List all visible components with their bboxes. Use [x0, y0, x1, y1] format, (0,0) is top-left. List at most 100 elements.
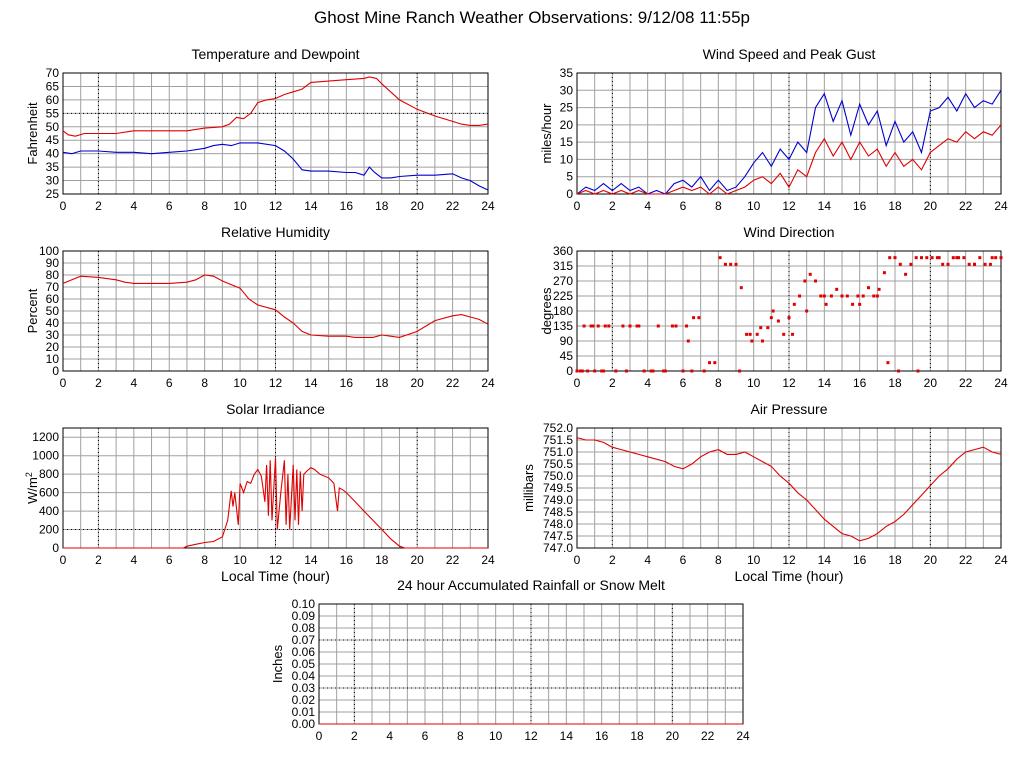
data-point — [776, 319, 780, 323]
x-tick-label: 24 — [481, 376, 495, 390]
data-point — [920, 256, 923, 260]
y-tick-label: 360 — [553, 244, 573, 258]
data-point — [755, 332, 759, 336]
x-tick-label: 10 — [233, 199, 247, 213]
x-tick-label: 2 — [609, 553, 616, 567]
y-tick-label: 750.5 — [543, 457, 573, 471]
y-tick-label: 750.0 — [543, 469, 573, 483]
y-tick-label: 0 — [566, 364, 573, 378]
y-tick-label: 70 — [46, 66, 60, 80]
y-tick-label: 749.5 — [543, 481, 573, 495]
y-tick-label: 752.0 — [543, 421, 573, 435]
y-tick-label: 1000 — [32, 449, 59, 463]
x-tick-label: 0 — [316, 729, 323, 743]
data-point — [814, 279, 817, 283]
x-tick-label: 14 — [304, 199, 318, 213]
x-tick-label: 2 — [95, 199, 102, 213]
data-point — [946, 262, 950, 266]
y-tick-label: 751.0 — [543, 445, 573, 459]
y-tick-label: 225 — [553, 289, 573, 303]
data-point — [656, 324, 660, 328]
x-tick-label: 2 — [609, 199, 616, 213]
y-tick-label: 30 — [46, 174, 60, 188]
data-point — [791, 332, 795, 336]
x-tick-label: 2 — [95, 553, 102, 567]
data-point — [651, 369, 655, 373]
y-tick-label: 800 — [39, 467, 59, 481]
x-tick-label: 6 — [166, 376, 173, 390]
x-tick-label: 8 — [457, 729, 464, 743]
data-point — [851, 302, 855, 306]
chart-title: Air Pressure — [750, 401, 827, 417]
x-tick-label: 0 — [574, 553, 581, 567]
x-tick-label: 4 — [130, 376, 137, 390]
y-tick-label: 0.04 — [292, 669, 316, 683]
y-tick-label: 80 — [46, 268, 60, 282]
y-axis-label: degrees — [539, 287, 554, 334]
x-tick-label: 18 — [630, 729, 644, 743]
data-point — [967, 262, 971, 266]
data-point — [734, 262, 738, 266]
x-tick-label: 16 — [340, 376, 354, 390]
y-tick-label: 5 — [566, 170, 573, 184]
data-point — [951, 256, 955, 260]
y-tick-label: 400 — [39, 504, 59, 518]
y-tick-label: 40 — [46, 147, 60, 161]
y-tick-label: 40 — [46, 316, 60, 330]
x-tick-label: 4 — [644, 199, 651, 213]
chart-rain: 0 2 4 6 8 10 12 14 16 18 20 22 240.000.010.020.030.0… — [270, 577, 750, 743]
data-point — [808, 272, 812, 276]
x-tick-label: 18 — [375, 376, 389, 390]
y-axis-label: millibars — [521, 464, 536, 512]
page-title: Ghost Mine Ranch Weather Observations: 9… — [314, 8, 750, 27]
chart-title: Wind Speed and Peak Gust — [703, 46, 876, 62]
y-axis-label-text: W/m — [25, 477, 40, 504]
y-tick-label: 270 — [553, 274, 573, 288]
x-tick-label: 12 — [782, 376, 796, 390]
data-point — [635, 324, 639, 328]
x-tick-label: 24 — [736, 729, 750, 743]
data-point — [999, 256, 1003, 260]
chart-title: Relative Humidity — [221, 224, 330, 240]
data-point — [867, 286, 870, 290]
data-point — [681, 369, 685, 373]
data-point — [600, 369, 604, 373]
x-tick-label: 10 — [233, 553, 247, 567]
data-point — [702, 369, 706, 373]
data-point — [628, 324, 632, 328]
x-tick-label: 4 — [644, 553, 651, 567]
x-tick-label: 10 — [747, 199, 761, 213]
x-tick-label: 20 — [924, 199, 938, 213]
x-tick-label: 8 — [201, 376, 208, 390]
x-tick-label: 8 — [715, 553, 722, 567]
series-line-red — [62, 76, 489, 137]
data-point — [603, 324, 607, 328]
data-point — [875, 294, 879, 298]
y-tick-label: 60 — [46, 93, 60, 107]
x-tick-label: 4 — [130, 553, 137, 567]
x-tick-label: 8 — [715, 376, 722, 390]
data-point — [787, 316, 791, 320]
y-tick-label: 30 — [560, 83, 574, 97]
y-tick-label: 0.08 — [292, 621, 316, 635]
data-point — [840, 294, 844, 298]
x-tick-label: 24 — [994, 553, 1008, 567]
y-tick-label: 747.5 — [543, 529, 573, 543]
y-tick-label: 45 — [560, 349, 574, 363]
y-tick-label: 70 — [46, 280, 60, 294]
x-tick-label: 4 — [130, 199, 137, 213]
plot-frame — [62, 250, 489, 372]
x-tick-label: 8 — [201, 199, 208, 213]
data-point — [614, 369, 618, 373]
data-point — [856, 294, 860, 298]
y-axis-label: Inches — [270, 644, 285, 683]
series-line-red — [62, 274, 489, 338]
data-point — [916, 369, 920, 373]
data-point — [745, 332, 749, 336]
data-point — [888, 256, 892, 260]
x-tick-label: 0 — [574, 376, 581, 390]
data-point — [930, 256, 934, 260]
data-point — [904, 272, 908, 276]
data-point — [897, 369, 901, 373]
